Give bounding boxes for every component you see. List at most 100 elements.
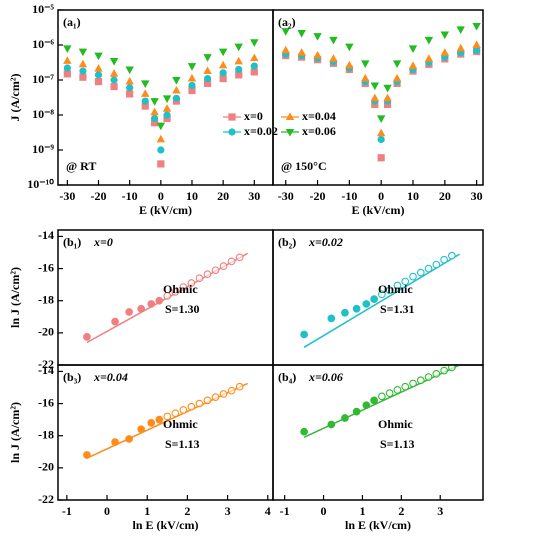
- marker: [327, 314, 336, 323]
- x-tick-label: -20: [91, 189, 107, 203]
- marker: [172, 85, 181, 94]
- marker: [424, 36, 434, 45]
- marker: [162, 104, 172, 112]
- x-tick-label: -30: [278, 189, 294, 203]
- marker: [227, 386, 236, 395]
- panel-label: (b₂): [278, 235, 296, 249]
- marker: [401, 382, 410, 391]
- marker: [137, 304, 146, 313]
- marker: [172, 77, 181, 85]
- marker: [401, 277, 410, 286]
- marker: [300, 330, 308, 339]
- y-tick-label: -14: [38, 228, 54, 242]
- x-tick-label: 20: [217, 189, 229, 203]
- marker: [385, 286, 394, 295]
- marker: [472, 22, 481, 31]
- marker: [250, 53, 259, 62]
- legend-marker: [228, 128, 236, 136]
- marker: [78, 48, 88, 57]
- marker: [377, 154, 385, 162]
- marker: [187, 63, 197, 71]
- marker: [370, 82, 380, 91]
- marker: [235, 65, 243, 74]
- y-tick-label: -18: [38, 427, 54, 441]
- fit-line: [303, 253, 461, 348]
- marker: [94, 71, 103, 79]
- marker: [329, 54, 338, 62]
- marker: [163, 292, 172, 300]
- y-tick-label: -22: [38, 357, 54, 371]
- marker: [424, 54, 434, 62]
- marker: [393, 281, 402, 290]
- marker: [409, 379, 417, 388]
- marker: [383, 93, 392, 102]
- marker: [385, 389, 394, 397]
- y-tick-label: -16: [38, 395, 54, 409]
- x-tick-label: -1: [280, 504, 290, 518]
- marker: [187, 402, 196, 411]
- panel-label: (b₃): [63, 370, 81, 384]
- marker: [163, 412, 172, 421]
- marker: [440, 48, 450, 56]
- marker: [370, 93, 380, 102]
- y-tick-label: 10⁻¹⁰: [27, 177, 54, 191]
- marker: [94, 64, 103, 72]
- marker: [345, 43, 354, 52]
- marker: [79, 67, 87, 75]
- marker: [147, 419, 156, 427]
- marker: [362, 300, 371, 308]
- marker: [352, 304, 361, 313]
- marker: [472, 40, 481, 48]
- marker: [235, 382, 244, 391]
- y-tick-label: 10⁻⁹: [32, 142, 54, 156]
- legend-marker: [285, 129, 295, 137]
- marker: [456, 26, 465, 35]
- marker: [383, 84, 392, 93]
- x-axis-label: E (kV/cm): [139, 203, 192, 217]
- x-tick-label: 0: [321, 504, 327, 518]
- x-axis-label: ln E (kV/cm): [345, 518, 411, 532]
- marker: [377, 135, 385, 144]
- marker: [141, 97, 149, 105]
- marker: [424, 264, 433, 273]
- marker: [157, 160, 165, 168]
- marker: [125, 308, 133, 316]
- marker: [329, 36, 338, 45]
- marker: [211, 393, 220, 401]
- marker: [203, 66, 212, 75]
- x-tick-label: 0: [158, 189, 164, 203]
- marker: [448, 251, 456, 260]
- marker: [187, 73, 197, 82]
- marker: [156, 122, 166, 131]
- marker: [125, 435, 133, 443]
- marker: [297, 48, 306, 56]
- marker: [150, 98, 159, 106]
- marker: [297, 30, 306, 38]
- marker: [171, 409, 180, 418]
- x-tick-label: 20: [439, 189, 451, 203]
- panel-subtitle: x=0.02: [308, 235, 343, 249]
- marker: [83, 451, 91, 459]
- marker: [456, 43, 465, 52]
- x-tick-label: -10: [341, 189, 357, 203]
- marker: [361, 60, 370, 68]
- marker: [172, 94, 181, 102]
- marker: [155, 415, 164, 424]
- x-tick-label: 1: [359, 504, 365, 518]
- annotation: S=1.13: [380, 437, 415, 451]
- marker: [63, 45, 72, 54]
- marker: [250, 68, 258, 76]
- marker: [362, 401, 371, 410]
- annotation: S=1.30: [165, 302, 200, 316]
- y-tick-label: 10⁻⁶: [32, 37, 54, 51]
- marker: [179, 406, 188, 414]
- y-tick-label: 10⁻⁸: [32, 107, 54, 121]
- marker: [376, 115, 386, 124]
- marker: [125, 66, 134, 75]
- marker: [218, 60, 228, 69]
- marker: [408, 45, 418, 54]
- x-axis-label: E (kV/cm): [352, 203, 405, 217]
- plot-area: [83, 252, 249, 344]
- marker: [432, 260, 441, 269]
